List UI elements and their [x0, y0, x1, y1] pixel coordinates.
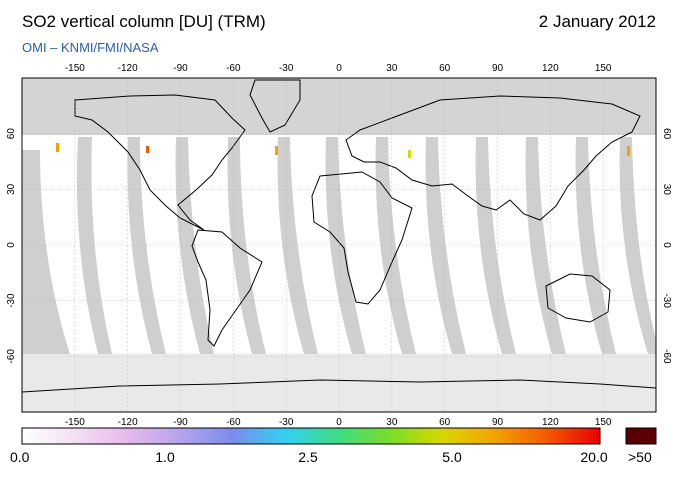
latitude-labels-right: 60 30 0 -30 -60: [661, 128, 672, 364]
longitude-label-top: 60: [439, 63, 451, 74]
colorbar-overflow-swatch: [625, 427, 657, 445]
longitude-label-top: 0: [336, 63, 342, 74]
so2-hotspot: [56, 143, 59, 152]
longitude-label-top: 90: [492, 63, 504, 74]
colorbar: [21, 427, 601, 445]
longitude-label-bottom: -60: [226, 417, 241, 428]
longitude-label-bottom: -120: [118, 417, 138, 428]
latitude-label-left: 30: [6, 183, 17, 195]
latitude-label-left: -30: [6, 293, 17, 308]
longitude-label-top: -60: [226, 63, 241, 74]
latitude-label-right: 0: [661, 242, 672, 248]
orbit-gap: [76, 137, 112, 354]
so2-hotspots: [56, 143, 630, 158]
longitude-label-top: 150: [595, 63, 612, 74]
orbit-gap: [325, 137, 366, 354]
colorbar-label-4: 20.0: [580, 449, 608, 465]
map-title: SO2 vertical column [DU] (TRM): [22, 12, 266, 31]
latitude-label-left: -60: [6, 349, 17, 364]
orbit-gap: [22, 150, 70, 354]
orbit-gap: [619, 137, 656, 354]
longitude-label-bottom: 60: [439, 417, 451, 428]
longitude-label-bottom: -150: [65, 417, 85, 428]
longitude-label-bottom: 0: [336, 417, 342, 428]
eurasia: [345, 95, 641, 221]
longitude-label-bottom: 90: [492, 417, 504, 428]
greenland: [249, 79, 301, 133]
south-america: [191, 229, 263, 347]
africa: [311, 171, 413, 305]
data-credit: OMI – KNMI/FMI/NASA: [22, 40, 159, 55]
gridlines: [22, 78, 656, 412]
so2-hotspot: [275, 146, 278, 155]
colorbar-label-3: 5.0: [442, 449, 462, 465]
longitude-label-top: 30: [386, 63, 398, 74]
orbit-gap: [277, 137, 318, 354]
latitude-label-left: 60: [6, 128, 17, 140]
latitude-label-right: 30: [661, 184, 672, 196]
colorbar-label-2: 2.5: [298, 449, 318, 465]
so2-hotspot: [627, 146, 630, 156]
longitude-label-top: -120: [118, 63, 138, 74]
antarctica: [22, 379, 656, 412]
colorbar-label-1: 1.0: [155, 449, 175, 465]
so2-hotspot: [146, 146, 149, 153]
colorbar-label-0: 0.0: [10, 449, 30, 465]
orbit-gap: [425, 137, 466, 354]
orbit-gap: [227, 137, 266, 354]
longitude-labels-bottom: -150 -120 -90 -60 -30 0 30 60 90 120 150: [65, 417, 612, 428]
orbit-gaps: [22, 137, 656, 354]
continents: [22, 79, 656, 412]
orbit-gap: [127, 137, 166, 354]
longitude-label-bottom: 150: [595, 417, 612, 428]
longitude-label-bottom: -30: [279, 417, 294, 428]
colorbar-overflow-label: >50: [628, 449, 652, 465]
north-america: [74, 94, 246, 231]
latitude-label-right: -30: [661, 293, 672, 308]
latitude-label-right: 60: [661, 128, 672, 140]
longitude-label-top: -90: [173, 63, 188, 74]
so2-hotspot: [408, 150, 411, 158]
longitude-labels-top: -150 -120 -90 -60 -30 0 30 60 90 120 150: [65, 63, 612, 74]
longitude-label-top: 120: [542, 63, 559, 74]
orbit-gap: [475, 137, 516, 354]
longitude-label-bottom: 30: [386, 417, 398, 428]
orbit-gap: [525, 137, 566, 354]
latitude-labels-left: 60 30 0 -30 -60: [6, 128, 17, 364]
map-date: 2 January 2012: [538, 12, 656, 31]
orbit-gap: [375, 137, 416, 354]
longitude-label-top: -30: [279, 63, 294, 74]
longitude-label-top: -150: [65, 63, 85, 74]
longitude-label-bottom: -90: [173, 417, 188, 428]
latitude-label-right: -60: [661, 349, 672, 364]
orbit-gap: [575, 137, 616, 354]
latitude-label-left: 0: [6, 242, 17, 248]
map-frame: [21, 77, 657, 413]
australia: [545, 273, 611, 323]
longitude-label-bottom: 120: [542, 417, 559, 428]
orbit-gap: [175, 137, 214, 354]
